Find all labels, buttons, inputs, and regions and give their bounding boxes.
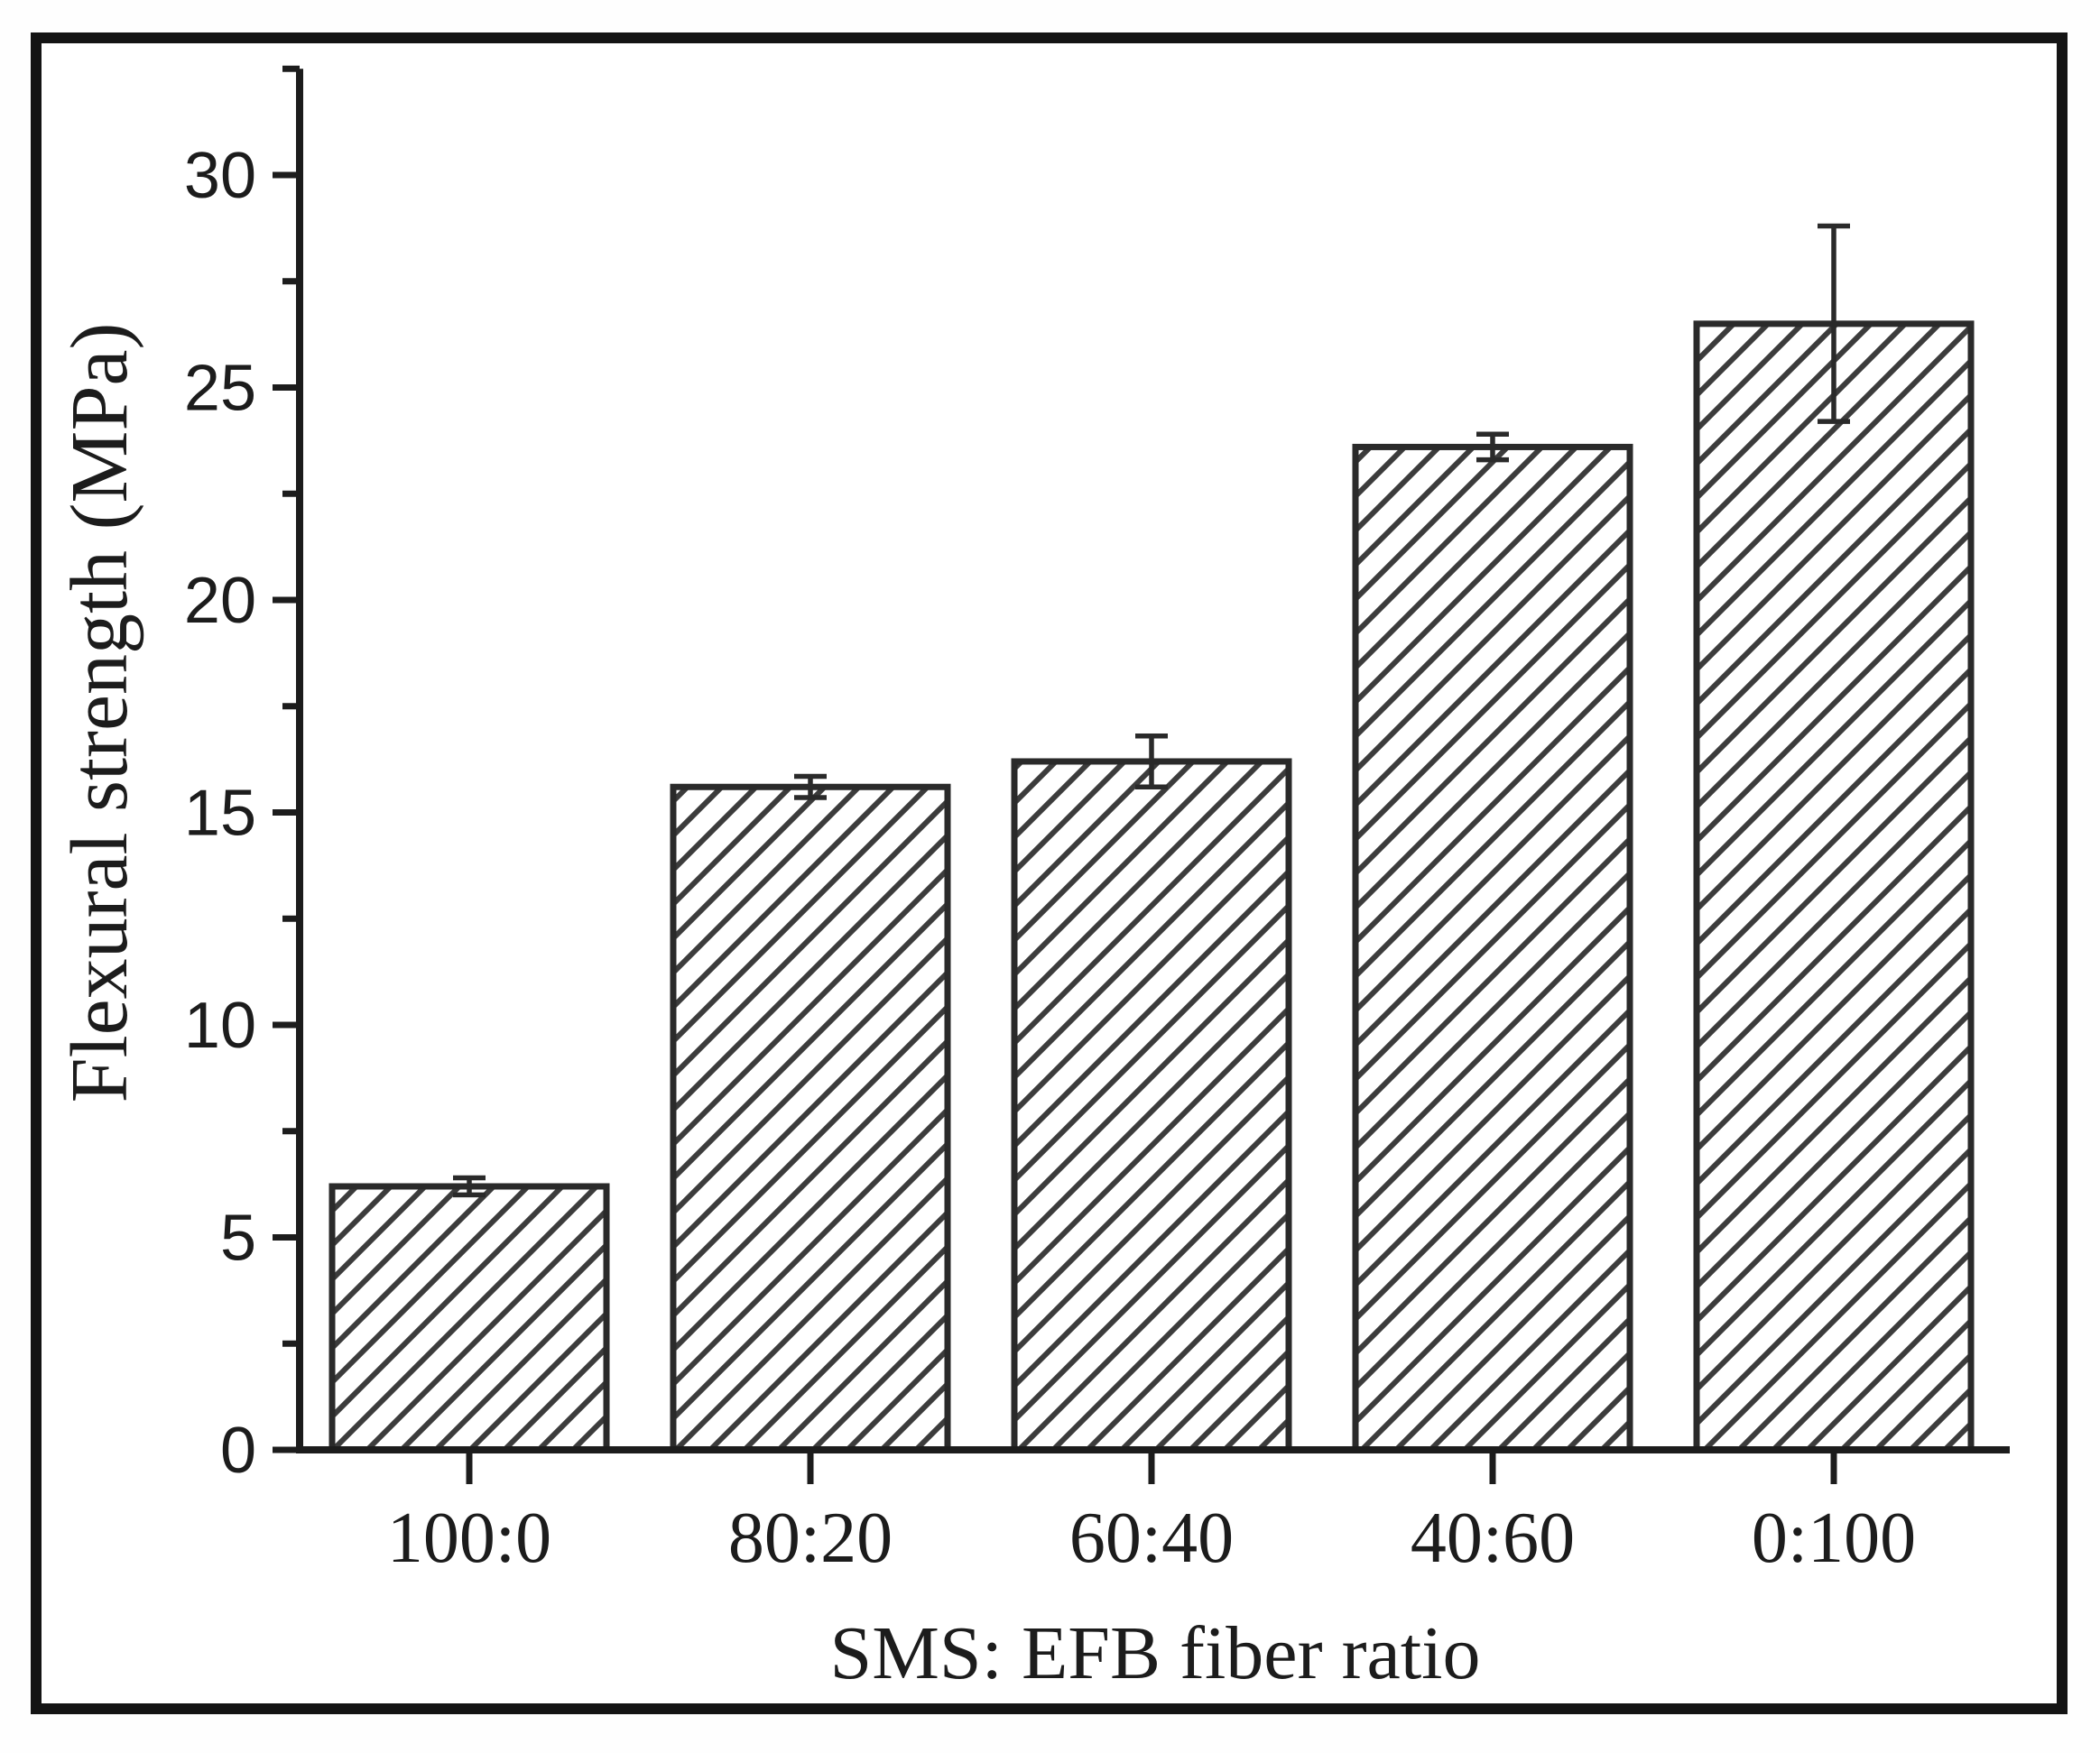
x-tick-label: 40:60 <box>1411 1499 1575 1578</box>
error-bars-layer <box>453 223 1850 1198</box>
bars-layer <box>328 320 1975 1453</box>
bar-100:0 <box>328 1183 610 1453</box>
bar-80:20 <box>670 783 951 1453</box>
figure-border <box>31 32 2068 1714</box>
y-tick-label: 30 <box>184 140 256 212</box>
error-bar-100:0 <box>453 1175 486 1198</box>
tick-labels-layer: 0 5 10 15 20 25 30 100:0 80:20 60:40 40:60 0:100 <box>184 140 1916 1578</box>
y-tick-label: 5 <box>220 1203 256 1275</box>
error-bar-80:20 <box>794 773 827 800</box>
x-tick-label: 80:20 <box>728 1499 893 1578</box>
error-bar-40:60 <box>1476 431 1509 463</box>
bar-0:100 <box>1693 320 1975 1453</box>
y-tick-label: 20 <box>184 565 256 637</box>
bar-60:40 <box>1011 758 1292 1453</box>
x-tick-label: 0:100 <box>1752 1499 1916 1578</box>
y-tick-label: 25 <box>184 353 256 425</box>
x-tick-label: 100:0 <box>387 1499 551 1578</box>
error-bar-0:100 <box>1818 223 1850 424</box>
x-axis-title: SMS: EFB fiber ratio <box>829 1611 1480 1695</box>
ticks-layer <box>273 65 1837 1484</box>
y-tick-label: 10 <box>184 990 256 1062</box>
x-tick-label: 60:40 <box>1069 1499 1234 1578</box>
y-tick-label: 15 <box>184 778 256 850</box>
y-tick-label: 0 <box>220 1415 256 1487</box>
error-bar-60:40 <box>1135 733 1168 789</box>
y-axis-title: Flexural strength (MPa) <box>55 323 144 1103</box>
bar-40:60 <box>1352 443 1633 1453</box>
